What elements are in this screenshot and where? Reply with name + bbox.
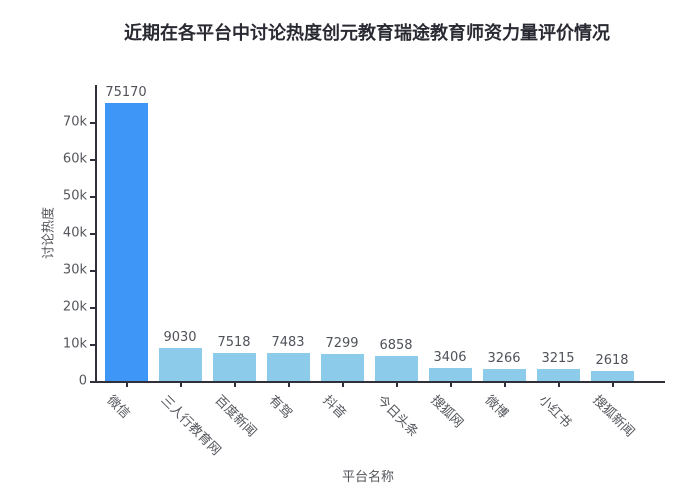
- x-tick-label-今日头条: 今日头条: [373, 392, 421, 441]
- x-tick-mark: [450, 382, 452, 387]
- x-tick-mark: [558, 382, 560, 387]
- x-tick-mark: [288, 382, 290, 387]
- y-tick-label: 10k: [62, 336, 87, 352]
- x-tick-label-微信: 微信: [103, 392, 133, 422]
- bar-value-label: 9030: [163, 329, 197, 345]
- bar-有驾[interactable]: [266, 353, 310, 381]
- y-tick-label: 40k: [62, 225, 87, 241]
- y-tick-mark: [90, 307, 95, 309]
- x-tick-mark: [234, 382, 236, 387]
- x-tick-label-小红书: 小红书: [535, 392, 574, 432]
- y-tick-mark: [90, 122, 95, 124]
- y-tick-mark: [90, 344, 95, 346]
- x-tick-mark: [126, 382, 128, 387]
- x-tick-label-搜狐新闻: 搜狐新闻: [589, 392, 637, 441]
- bar-value-label: 7299: [325, 335, 359, 351]
- x-tick-label-抖音: 抖音: [319, 392, 349, 422]
- x-tick-mark: [342, 382, 344, 387]
- bar-微博[interactable]: [482, 368, 526, 381]
- bar-微信[interactable]: [104, 102, 148, 381]
- x-axis-title: 平台名称: [341, 470, 395, 485]
- y-tick-label: 30k: [62, 262, 87, 278]
- bar-小红书[interactable]: [536, 369, 580, 381]
- x-tick-mark: [612, 382, 614, 387]
- bar-百度新闻[interactable]: [212, 353, 256, 381]
- bar-value-label: 3266: [487, 350, 521, 366]
- bar-搜狐网[interactable]: [428, 368, 472, 381]
- bar-搜狐新闻[interactable]: [590, 371, 634, 381]
- bar-三人行教育网[interactable]: [158, 347, 202, 381]
- bar-value-label: 3406: [433, 350, 467, 366]
- x-tick-mark: [504, 382, 506, 387]
- y-tick-mark: [90, 270, 95, 272]
- y-tick-mark: [90, 159, 95, 161]
- bar-value-label: 2618: [595, 353, 629, 369]
- x-tick-mark: [180, 382, 182, 387]
- x-tick-label-百度新闻: 百度新闻: [211, 392, 259, 441]
- bar-value-label: 75170: [105, 84, 147, 100]
- x-axis-line: [95, 381, 665, 383]
- bar-value-label: 7518: [217, 335, 251, 351]
- y-tick-label: 20k: [62, 299, 87, 315]
- y-tick-label: 60k: [62, 151, 87, 167]
- y-axis-line: [95, 85, 97, 381]
- x-tick-label-搜狐网: 搜狐网: [427, 392, 466, 432]
- y-tick-label: 70k: [62, 114, 87, 130]
- x-tick-label-微博: 微博: [481, 392, 511, 422]
- bar-value-label: 3215: [541, 351, 575, 367]
- bar-抖音[interactable]: [320, 353, 364, 381]
- y-tick-label: 0: [78, 373, 87, 389]
- y-tick-label: 50k: [62, 188, 87, 204]
- bar-value-label: 7483: [271, 335, 305, 351]
- x-tick-mark: [396, 382, 398, 387]
- bar-value-label: 6858: [379, 337, 413, 353]
- y-tick-mark: [90, 196, 95, 198]
- x-tick-label-有驾: 有驾: [265, 392, 295, 422]
- y-tick-mark: [90, 381, 95, 383]
- y-tick-mark: [90, 233, 95, 235]
- chart-title: 近期在各平台中讨论热度创元教育瑞途教育师资力量评价情况: [124, 23, 610, 44]
- bar-今日头条[interactable]: [374, 355, 418, 381]
